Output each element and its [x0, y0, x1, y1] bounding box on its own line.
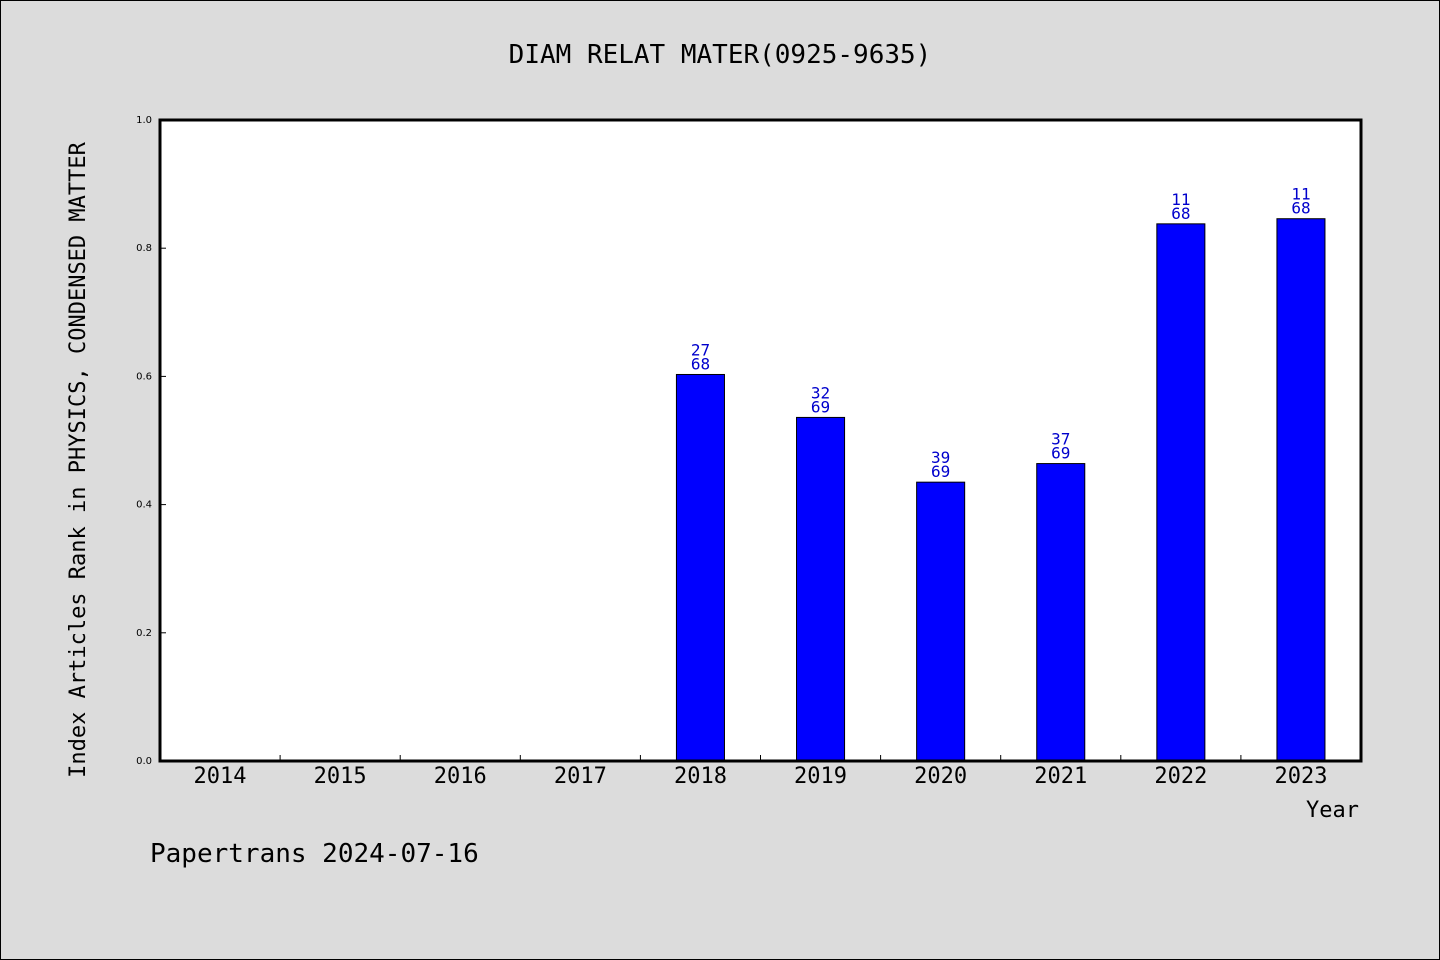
bar-label-total-2022: 68	[1171, 204, 1190, 223]
x-tick-label: 2023	[1274, 764, 1327, 789]
bar-2022	[1156, 223, 1206, 762]
x-tick-label: 2022	[1154, 764, 1207, 789]
bar-label-total-2020: 69	[931, 462, 950, 481]
x-tick-label: 2021	[1034, 764, 1087, 789]
bar-2023	[1276, 218, 1326, 762]
y-tick-label: 0.6	[136, 371, 152, 382]
x-axis: 2014 2015 2016 2017 2018 2019 2020 2021 2022 2023	[194, 755, 1327, 789]
x-tick-label: 2016	[434, 764, 487, 789]
bar-2018	[675, 373, 725, 762]
footer-watermark: Papertrans 2024-07-16	[150, 839, 479, 869]
y-tick-label: 0.2	[136, 628, 152, 639]
x-tick-label: 2014	[194, 764, 247, 789]
bar-label-total-2023: 68	[1291, 199, 1310, 218]
bar-2019	[796, 416, 846, 762]
bar-2020	[916, 481, 966, 762]
bar-label-rank-2018: 27	[691, 340, 710, 359]
bar-label-total-2021: 69	[1051, 444, 1070, 463]
x-axis-label: Year	[1306, 798, 1359, 823]
chart-title: DIAM RELAT MATER(0925-9635)	[509, 40, 932, 70]
x-tick-label: 2018	[674, 764, 727, 789]
bars-layer	[675, 218, 1326, 762]
bar-label-rank-2022: 11	[1171, 190, 1190, 209]
plot-border	[158, 118, 1363, 763]
y-tick-label: 0.0	[136, 756, 152, 767]
y-axis-label: Index Articles Rank in PHYSICS, CONDENSE…	[66, 141, 91, 778]
x-tick-label: 2017	[554, 764, 607, 789]
x-tick-label: 2020	[914, 764, 967, 789]
bar-label-rank-2019: 32	[811, 383, 830, 402]
x-tick-label: 2015	[314, 764, 367, 789]
y-tick-label: 0.4	[136, 500, 152, 511]
y-tick-label: 0.8	[136, 243, 152, 254]
bar-2021	[1036, 463, 1086, 762]
bar-label-rank-2023: 11	[1291, 185, 1310, 204]
bar-label-total-2018: 68	[691, 354, 710, 373]
bar-label-total-2019: 69	[811, 397, 830, 416]
x-tick-label: 2019	[794, 764, 847, 789]
y-tick-label: 1.0	[136, 115, 152, 126]
bar-label-rank-2020: 39	[931, 448, 950, 467]
bar-label-rank-2021: 37	[1051, 430, 1070, 449]
